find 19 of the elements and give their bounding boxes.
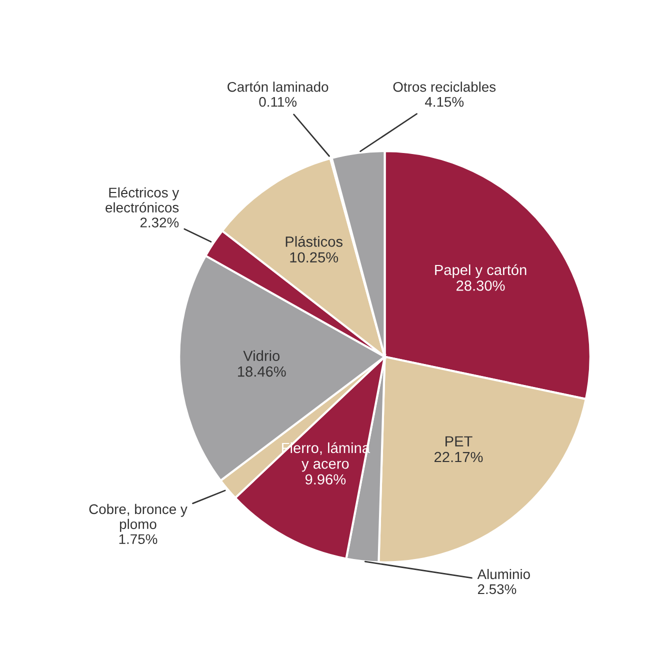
slice-label: Cobre, bronce y plomo (89, 504, 188, 532)
slice-label: PET (446, 436, 472, 446)
data-label: 22.17% (434, 452, 483, 462)
data-label: 1.75% (119, 534, 158, 544)
slice-label: Plásticos (286, 236, 342, 247)
data-label: 18.46% (238, 366, 286, 377)
data-label: 4.15% (425, 97, 464, 107)
slice-label: Aluminio (477, 568, 530, 580)
data-label: 9.96% (305, 474, 346, 485)
slice-label: Vidrio (243, 350, 280, 361)
data-label: 2.32% (140, 218, 179, 228)
data-label: 28.30% (456, 280, 505, 291)
data-label: 10.25% (290, 252, 338, 263)
data-label: 0.11% (259, 96, 296, 107)
data-label: 2.53% (478, 584, 516, 594)
slice-label: Cartón laminado (228, 81, 328, 92)
slice-label: Papel y cartón (435, 264, 526, 278)
slice-label: Eléctricos y electrónicos (106, 187, 180, 212)
slice-label: Otros reciclables (393, 82, 496, 92)
